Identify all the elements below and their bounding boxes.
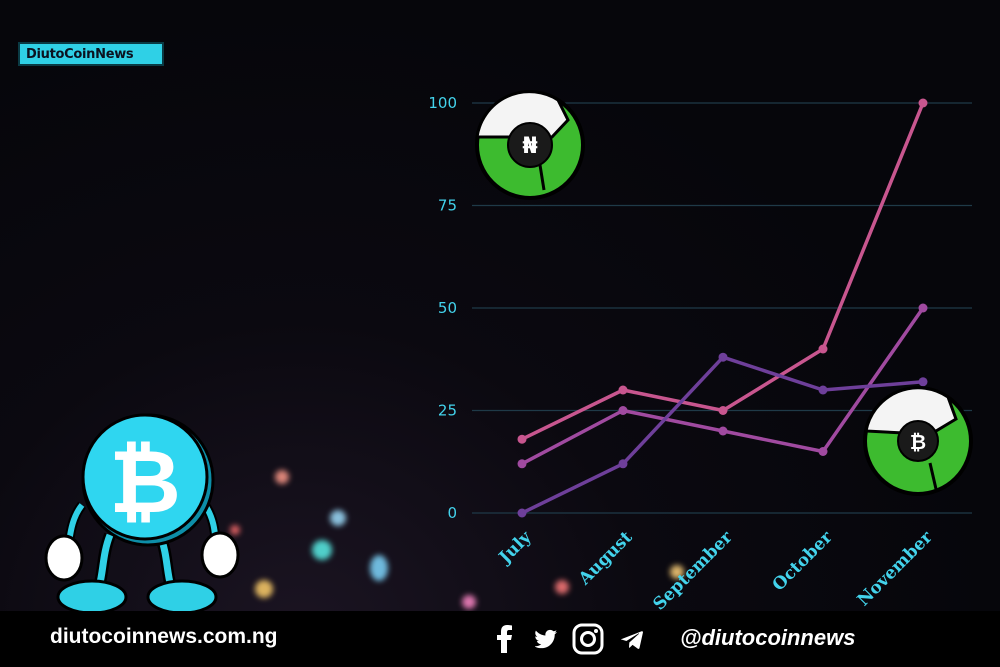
light-bokeh — [330, 510, 346, 526]
data-point — [517, 434, 527, 444]
light-bokeh — [370, 555, 388, 581]
bitcoin-mascot: ₿ — [44, 413, 240, 615]
footer-website[interactable]: diutocoinnews.com.ng — [50, 625, 278, 648]
x-tick-label: July — [494, 527, 536, 569]
twitter-icon[interactable] — [534, 629, 557, 653]
data-point — [918, 377, 928, 387]
logo-text: DiutoCoinNews — [26, 47, 134, 62]
naira-badge: ₦ — [475, 90, 585, 200]
x-tick-label: September — [649, 527, 737, 615]
y-tick-label: 100 — [428, 94, 457, 112]
bitcoin-symbol: ₿ — [910, 430, 926, 454]
naira-symbol: ₦ — [522, 134, 537, 159]
data-point — [818, 385, 828, 395]
light-bokeh — [555, 580, 569, 594]
light-bokeh — [275, 470, 289, 484]
data-point — [618, 385, 628, 395]
y-axis-ticks: 0 25 50 75 100 — [428, 94, 457, 522]
mascot-bitcoin-symbol: ₿ — [109, 430, 181, 533]
x-axis-ticks: July August September October November — [494, 527, 937, 615]
x-tick-label: November — [854, 527, 938, 611]
y-tick-label: 50 — [438, 299, 457, 317]
bitcoin-badge: ₿ — [863, 386, 973, 496]
footer-bar: diutocoinnews.com.ng @diutocoinnews — [0, 611, 1000, 667]
data-point — [618, 459, 628, 469]
data-point — [718, 352, 728, 362]
data-point — [918, 98, 928, 108]
x-tick-label: August — [574, 527, 636, 589]
x-tick-label: October — [769, 527, 838, 596]
light-bokeh — [312, 540, 332, 560]
brand-logo: DiutoCoinNews — [18, 42, 164, 66]
data-point — [517, 459, 527, 469]
light-bokeh — [230, 525, 240, 535]
chart-series — [517, 98, 928, 518]
y-tick-label: 75 — [438, 197, 457, 215]
y-tick-label: 25 — [438, 402, 457, 420]
light-bokeh — [462, 595, 476, 609]
facebook-icon[interactable] — [494, 625, 514, 657]
light-bokeh — [670, 565, 684, 579]
data-point — [818, 344, 828, 354]
footer-social-handle[interactable]: @diutocoinnews — [680, 625, 856, 650]
light-bokeh — [255, 580, 273, 598]
instagram-icon[interactable] — [572, 623, 604, 659]
data-point — [718, 426, 728, 436]
y-tick-label: 0 — [447, 504, 457, 522]
data-point — [718, 406, 728, 415]
data-point — [618, 406, 628, 415]
data-point — [818, 447, 828, 456]
telegram-icon[interactable] — [620, 630, 643, 654]
data-point — [517, 508, 527, 518]
data-point — [918, 303, 928, 313]
